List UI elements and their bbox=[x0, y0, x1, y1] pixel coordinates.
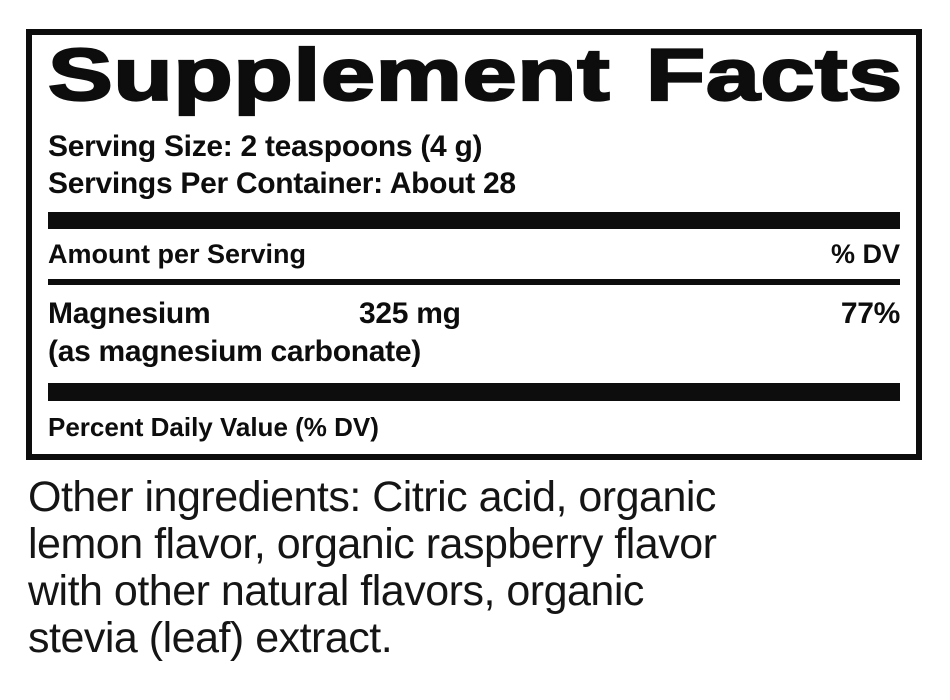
serving-size-label: Serving Size: bbox=[48, 130, 233, 163]
nutrient-main-line: Magnesium 325 mg 77% bbox=[48, 295, 900, 333]
thick-divider-bottom bbox=[48, 383, 900, 401]
other-ingredients-line-3: with other natural flavors, organic bbox=[28, 567, 644, 615]
supplement-facts-panel: Supplement Facts Serving Size: 2 teaspoo… bbox=[26, 29, 922, 460]
header-divider bbox=[48, 279, 900, 285]
servings-per-container-label: Servings Per Container: bbox=[48, 167, 383, 200]
nutrient-source-detail: (as magnesium carbonate) bbox=[48, 335, 421, 368]
column-header-row: Amount per Serving % DV bbox=[48, 229, 900, 279]
serving-size-row: Serving Size: 2 teaspoons (4 g) bbox=[48, 128, 900, 165]
servings-per-container-value: About 28 bbox=[389, 167, 516, 200]
panel-title: Supplement Facts bbox=[47, 35, 904, 116]
percent-dv-header: % DV bbox=[830, 239, 900, 269]
other-ingredients-line-2: lemon flavor, organic raspberry flavor bbox=[28, 520, 717, 568]
nutrient-row-magnesium: Magnesium 325 mg 77% (as magnesium carbo… bbox=[48, 285, 900, 371]
amount-per-serving-header: Amount per Serving bbox=[48, 239, 307, 269]
servings-per-container-row: Servings Per Container: About 28 bbox=[48, 165, 900, 202]
other-ingredients-section: Other ingredients: Citric acid, organic … bbox=[28, 474, 933, 662]
nutrient-amount: 325 mg bbox=[359, 297, 461, 330]
percent-daily-value-note: Percent Daily Value (% DV) bbox=[48, 412, 379, 442]
thick-divider-top bbox=[48, 212, 900, 229]
other-ingredients-line-4: stevia (leaf) extract. bbox=[28, 614, 393, 662]
other-ingredients-line-1: Other ingredients: Citric acid, organic bbox=[28, 473, 716, 521]
nutrient-name: Magnesium bbox=[48, 297, 211, 330]
panel-title-text: Supplement Facts bbox=[47, 35, 904, 116]
serving-size-value: 2 teaspoons (4 g) bbox=[240, 130, 483, 163]
nutrient-daily-value: 77% bbox=[840, 297, 900, 330]
